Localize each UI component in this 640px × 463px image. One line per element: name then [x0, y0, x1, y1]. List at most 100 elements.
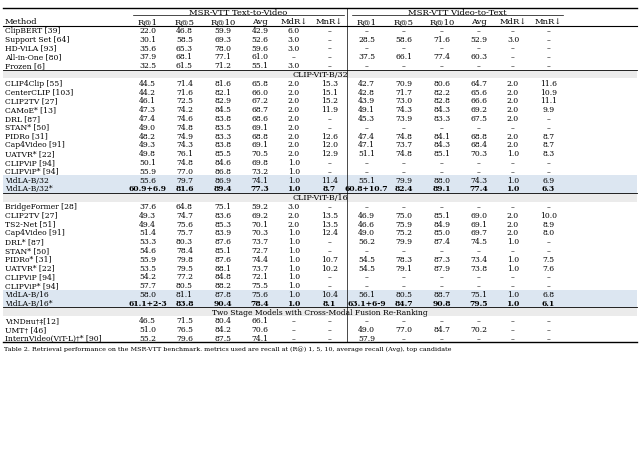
Text: 73.4: 73.4: [470, 255, 488, 263]
Text: 60.8+10.7: 60.8+10.7: [345, 185, 388, 193]
Text: VidLA-B/32: VidLA-B/32: [5, 176, 49, 184]
Text: –: –: [328, 203, 332, 211]
Text: –: –: [328, 273, 332, 281]
Text: 73.9: 73.9: [395, 115, 412, 123]
Text: 68.8: 68.8: [470, 132, 488, 140]
Text: 64.8: 64.8: [176, 203, 193, 211]
Text: CLIP4Clip [55]: CLIP4Clip [55]: [5, 80, 62, 88]
Text: –: –: [328, 246, 332, 255]
Text: 65.3: 65.3: [176, 44, 193, 52]
Text: 6.3: 6.3: [542, 185, 555, 193]
Text: 68.7: 68.7: [252, 106, 269, 114]
Text: 75.2: 75.2: [395, 229, 412, 237]
Text: 73.7: 73.7: [252, 264, 269, 272]
Text: 66.0: 66.0: [252, 88, 269, 96]
Text: 49.1: 49.1: [358, 106, 375, 114]
Text: 87.5: 87.5: [214, 334, 232, 342]
Text: 46.9: 46.9: [358, 211, 375, 219]
Text: 2.0: 2.0: [288, 141, 300, 149]
Text: 70.5: 70.5: [252, 150, 269, 158]
Text: 84.6: 84.6: [214, 159, 232, 167]
Text: –: –: [401, 317, 405, 325]
Bar: [3, 290, 637, 299]
Text: 12.0: 12.0: [321, 141, 338, 149]
Text: 49.8: 49.8: [139, 150, 156, 158]
Text: 82.2: 82.2: [433, 88, 451, 96]
Text: 54.2: 54.2: [139, 273, 156, 281]
Text: DRL [87]: DRL [87]: [5, 115, 40, 123]
Text: –: –: [292, 53, 296, 61]
Text: 49.0: 49.0: [358, 229, 375, 237]
Text: 35.6: 35.6: [139, 44, 156, 52]
Text: 6.1: 6.1: [542, 299, 555, 307]
Text: CLIP-ViT-B/16: CLIP-ViT-B/16: [292, 194, 348, 202]
Text: –: –: [477, 159, 481, 167]
Text: –: –: [547, 124, 550, 131]
Text: –: –: [440, 27, 444, 35]
Text: 77.4: 77.4: [470, 185, 488, 193]
Text: 3.0: 3.0: [288, 44, 300, 52]
Text: 54.6: 54.6: [139, 246, 156, 255]
Text: 2.0: 2.0: [507, 220, 519, 228]
Text: 2.0: 2.0: [288, 211, 300, 219]
Text: 77.3: 77.3: [251, 185, 269, 193]
Text: R@5: R@5: [394, 18, 413, 26]
Text: 83.8: 83.8: [214, 141, 232, 149]
Text: 46.5: 46.5: [139, 317, 156, 325]
Text: 83.8: 83.8: [214, 115, 232, 123]
Text: 52.9: 52.9: [470, 36, 488, 44]
Text: –: –: [511, 246, 515, 255]
Text: –: –: [401, 334, 405, 342]
Text: 77.4: 77.4: [433, 53, 451, 61]
Text: 81.1: 81.1: [176, 290, 193, 298]
Text: 46.6: 46.6: [358, 220, 375, 228]
Text: 1.0: 1.0: [288, 176, 300, 184]
Text: 15.1: 15.1: [321, 88, 338, 96]
Text: 47.1: 47.1: [358, 141, 375, 149]
Text: 74.8: 74.8: [176, 159, 193, 167]
Text: 73.8: 73.8: [470, 264, 488, 272]
Text: VidLA-B/32*: VidLA-B/32*: [5, 185, 52, 193]
Text: R@10: R@10: [429, 18, 454, 26]
Text: 2.0: 2.0: [507, 141, 519, 149]
Text: –: –: [511, 325, 515, 333]
Text: MdR↓: MdR↓: [280, 18, 308, 26]
Text: PIDRo [31]: PIDRo [31]: [5, 132, 48, 140]
Text: –: –: [511, 53, 515, 61]
Text: 54.5: 54.5: [358, 255, 375, 263]
Text: –: –: [401, 282, 405, 289]
Text: 6.8: 6.8: [543, 290, 555, 298]
Text: 2.0: 2.0: [288, 97, 300, 105]
Text: 68.6: 68.6: [252, 115, 269, 123]
Text: 74.6: 74.6: [176, 115, 193, 123]
Text: –: –: [440, 44, 444, 52]
Text: 83.5: 83.5: [214, 124, 232, 131]
Text: 47.4: 47.4: [139, 115, 156, 123]
Text: –: –: [440, 282, 444, 289]
Text: 1.0: 1.0: [288, 159, 300, 167]
Text: 80.5: 80.5: [176, 282, 193, 289]
Text: 11.1: 11.1: [540, 97, 557, 105]
Text: 90.4: 90.4: [214, 299, 232, 307]
Text: 55.1: 55.1: [358, 176, 375, 184]
Bar: [3, 194, 637, 202]
Text: 84.7: 84.7: [433, 325, 451, 333]
Text: –: –: [292, 334, 296, 342]
Text: 75.6: 75.6: [176, 220, 193, 228]
Text: 73.7: 73.7: [395, 141, 412, 149]
Text: –: –: [365, 44, 369, 52]
Text: –: –: [365, 124, 369, 131]
Text: VɪNDʜu†‡[12]: VɪNDʜu†‡[12]: [5, 317, 59, 325]
Text: STAN* [50]: STAN* [50]: [5, 124, 49, 131]
Text: 85.1: 85.1: [433, 150, 451, 158]
Text: –: –: [328, 115, 332, 123]
Text: –: –: [365, 159, 369, 167]
Text: 49.0: 49.0: [358, 325, 375, 333]
Text: –: –: [440, 317, 444, 325]
Text: –: –: [328, 124, 332, 131]
Text: 58.6: 58.6: [395, 36, 412, 44]
Text: R@1: R@1: [356, 18, 376, 26]
Text: –: –: [401, 273, 405, 281]
Text: 88.1: 88.1: [214, 264, 232, 272]
Text: 2.0: 2.0: [507, 229, 519, 237]
